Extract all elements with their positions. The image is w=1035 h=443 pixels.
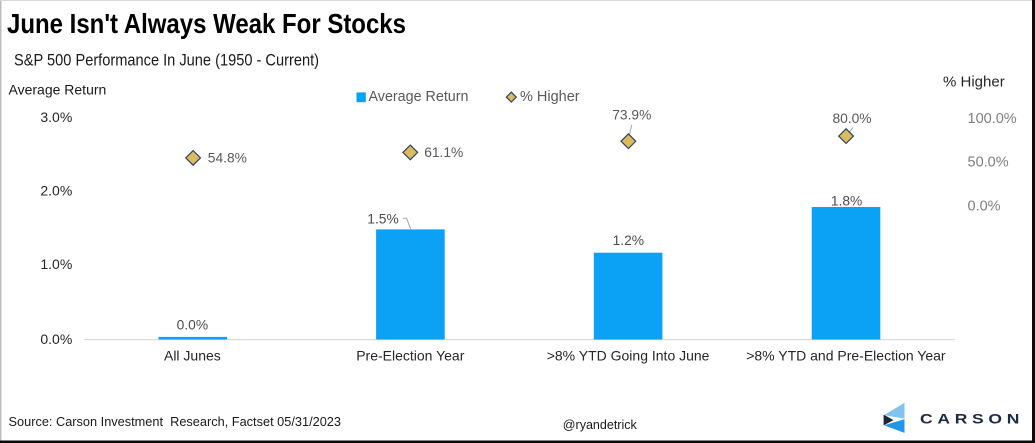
svg-text:3.0%: 3.0% (40, 109, 72, 125)
svg-text:>8% YTD Going Into June: >8% YTD Going Into June (547, 347, 710, 363)
svg-text:% Higher: % Higher (943, 74, 1005, 91)
svg-text:54.8%: 54.8% (208, 150, 247, 165)
svg-text:80.0%: 80.0% (832, 111, 871, 126)
svg-text:Pre-Election Year: Pre-Election Year (356, 347, 465, 363)
svg-text:0.0%: 0.0% (177, 317, 208, 332)
svg-text:Average Return: Average Return (9, 81, 107, 97)
svg-text:1.0%: 1.0% (40, 256, 72, 272)
svg-text:S&P 500 Performance In June (1: S&P 500 Performance In June (1950 - Curr… (14, 51, 319, 69)
svg-text:0.0%: 0.0% (40, 331, 72, 347)
svg-text:61.1%: 61.1% (424, 145, 463, 160)
svg-text:2.0%: 2.0% (40, 183, 72, 199)
svg-text:1.8%: 1.8% (831, 193, 862, 208)
svg-text:73.9%: 73.9% (612, 108, 651, 123)
svg-text:% Higher: % Higher (520, 89, 580, 105)
svg-text:Source: Carson Investment Res: Source: Carson Investment Research, Fact… (9, 414, 342, 429)
svg-text:Average Return: Average Return (369, 89, 469, 105)
svg-text:All Junes: All Junes (164, 347, 221, 363)
svg-text:CARSON: CARSON (920, 412, 1024, 427)
svg-text:0.0%: 0.0% (968, 199, 1001, 215)
svg-text:@ryandetrick: @ryandetrick (563, 417, 637, 432)
svg-text:1.2%: 1.2% (613, 233, 644, 248)
svg-text:50.0%: 50.0% (968, 155, 1009, 171)
svg-text:June Isn't Always Weak For Sto: June Isn't Always Weak For Stocks (7, 8, 406, 39)
svg-text:100.0%: 100.0% (968, 111, 1017, 127)
svg-text:1.5%: 1.5% (367, 211, 398, 226)
svg-text:>8% YTD and Pre-Election Year: >8% YTD and Pre-Election Year (746, 347, 946, 363)
